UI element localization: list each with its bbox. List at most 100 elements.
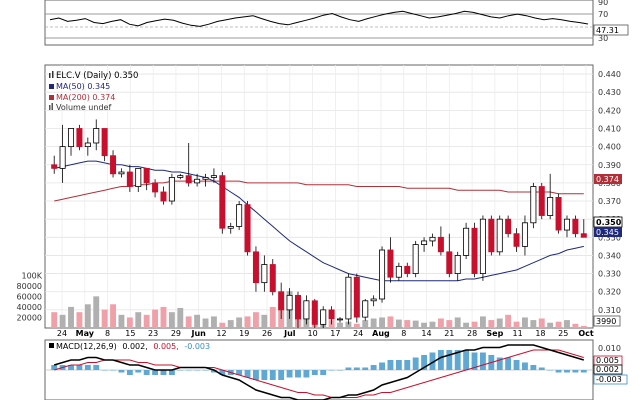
candle-body (353, 276, 360, 318)
volume-bar (379, 317, 385, 328)
volume-bar (412, 320, 419, 328)
macd-histogram-bar (580, 370, 587, 373)
macd-histogram-bar (219, 370, 226, 375)
candle-body (580, 233, 587, 238)
volume-bar (345, 321, 352, 328)
price-axis-labels: 0.4400.4300.4200.4100.4000.3900.3800.370… (598, 70, 621, 315)
volume-bar (210, 316, 217, 328)
macd-histogram-bar (118, 370, 125, 373)
volume-bar (84, 304, 91, 328)
candle-body (227, 226, 234, 229)
macd-histogram-bar (496, 357, 503, 370)
ma50-last-value-box (594, 227, 622, 237)
macd-histogram-bar (404, 360, 411, 370)
volume-bar (337, 322, 343, 328)
macd-histogram-bar (278, 370, 285, 380)
candle-body (110, 155, 117, 175)
candle-body (538, 186, 545, 216)
volume-bar (446, 320, 453, 328)
candle-body (421, 240, 428, 245)
macd-histogram-bar (143, 370, 150, 375)
volume-bar (118, 314, 125, 328)
macd-histogram-bar (110, 370, 116, 371)
candle-body (160, 191, 167, 202)
volume-bar (68, 306, 74, 328)
price-tick-label: 0.400 (598, 143, 621, 152)
volume-bar (454, 317, 461, 328)
macd-legend-hist-value: -0.003 (184, 342, 210, 351)
volume-bar (463, 322, 470, 328)
candle-body (152, 182, 159, 193)
candle-body (168, 177, 175, 202)
candle-body (395, 265, 402, 278)
legend-entry-volume: Volume undef (56, 103, 111, 112)
candle-body (454, 255, 461, 274)
volume-bar (353, 323, 360, 328)
volume-bar (93, 296, 100, 328)
candle-body (404, 265, 411, 274)
volume-bar (110, 304, 116, 328)
macd-histogram-bar (538, 367, 545, 370)
ma50-line (54, 160, 584, 282)
date-tick-label: 8 (105, 329, 110, 338)
macd-histogram-bar (177, 370, 184, 371)
macd-histogram-bar (126, 370, 133, 375)
macd-histogram-bar (362, 367, 369, 370)
volume-bar (429, 321, 436, 328)
volume-bar (51, 312, 58, 328)
volume-bar (471, 321, 478, 328)
macd-histogram-bar (210, 370, 217, 373)
candle-body (572, 218, 579, 235)
candle-body (294, 294, 301, 320)
volume-bar (126, 317, 133, 328)
volume-bar (387, 316, 394, 328)
date-tick-label: 23 (148, 329, 158, 338)
date-tick-label: 17 (330, 329, 340, 338)
date-tick-label: 12 (216, 329, 226, 338)
macd-tick-label: 0.010 (598, 344, 621, 353)
volume-bar (421, 322, 428, 328)
candle-body (185, 175, 192, 184)
candle-body (68, 128, 75, 148)
volume-bar (236, 317, 243, 328)
candle-body (286, 294, 293, 311)
macd-legend-label: MACD(12,26,9) 0.002, 0.005, -0.003 (56, 342, 210, 351)
macd-histogram-bar (522, 362, 528, 370)
macd-histogram-bar (454, 350, 461, 370)
price-tick-label: 0.350 (598, 233, 621, 242)
date-tick-label: Jul (283, 329, 296, 338)
candle-body (311, 300, 318, 325)
candle-body (513, 233, 520, 247)
macd-histogram-bar (370, 365, 377, 370)
macd-histogram-bar (93, 365, 100, 370)
macd-histogram-bar (353, 367, 360, 370)
price-tick-label: 0.340 (598, 251, 621, 260)
rsi-tick-label: 90 (598, 0, 608, 7)
volume-bar (522, 317, 528, 328)
date-tick-label: 10 (308, 329, 318, 338)
volume-bar (437, 318, 444, 328)
macd-legend-swatch (49, 343, 54, 348)
date-tick-label: 14 (421, 329, 431, 338)
legend-entry-ma50: MA(50) 0.345 (56, 82, 110, 91)
price-tick-label: 0.440 (598, 70, 621, 79)
volume-bar (202, 318, 209, 328)
rsi-series-line (49, 10, 589, 27)
macd-histogram-bar (412, 357, 419, 370)
candle-body (219, 175, 226, 229)
macd-histogram-bar (244, 370, 251, 378)
candle-body (51, 164, 58, 169)
price-tick-label: 0.390 (598, 161, 621, 170)
volume-last-value-label: 3990 (596, 317, 616, 326)
candle-body (143, 167, 150, 184)
volume-bar (580, 325, 587, 328)
volume-bar (135, 312, 142, 328)
macd-last-box (593, 364, 623, 375)
date-tick-label: Aug (372, 329, 390, 338)
volume-bar (496, 318, 503, 328)
volume-bar (530, 320, 537, 328)
candle-body (379, 249, 386, 300)
price-tick-label: 0.370 (598, 197, 621, 206)
candle-body (563, 218, 570, 231)
date-tick-label: May (76, 329, 95, 338)
